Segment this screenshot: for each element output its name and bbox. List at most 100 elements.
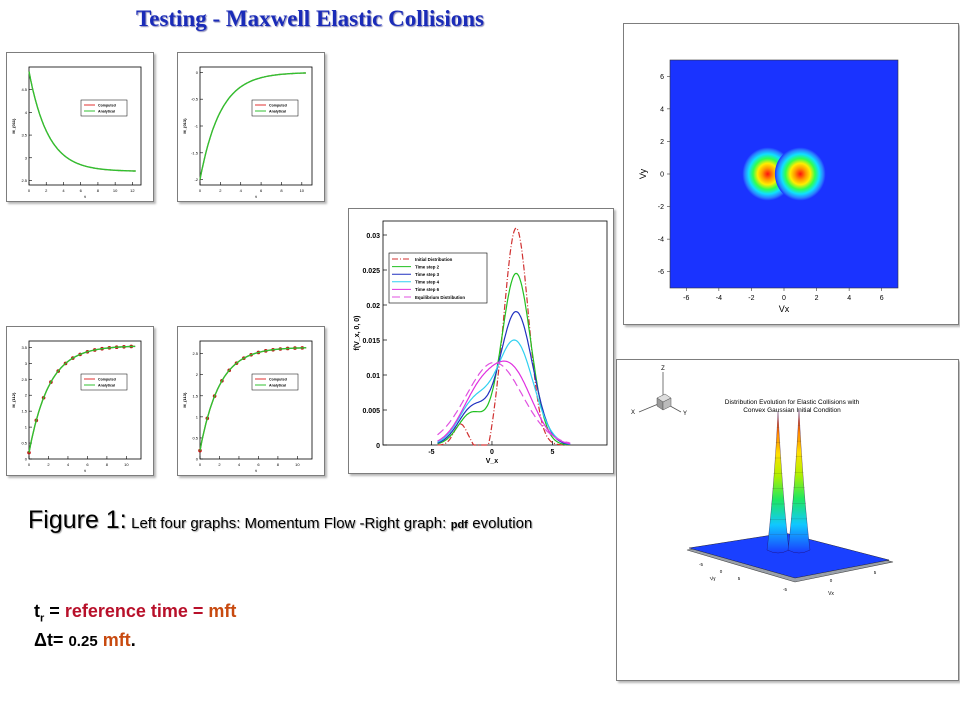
y-tick-label: 1.5	[192, 393, 198, 398]
y-tick-label: -4	[658, 237, 664, 244]
plot-frame	[28, 340, 142, 460]
contour-chart-svg: -6 -4 -2 0 2 4 6 -6 -4 -2 0 2 4 6 Vx Vy	[638, 59, 899, 314]
y-tick-label: 0	[196, 457, 199, 462]
x-tick-label: 6	[86, 462, 89, 467]
y-tick-label: 3	[25, 361, 28, 366]
eq-equals: =	[49, 601, 60, 621]
legend-label: Analytical	[98, 110, 115, 114]
y-tick-label: -2	[658, 204, 664, 211]
y-tick-label: 2.5	[192, 351, 198, 356]
legend-box	[80, 373, 128, 391]
x-tick-label: -6	[683, 295, 689, 302]
x-tick-label: 6	[257, 462, 260, 467]
x-tick-label: 0	[782, 295, 786, 302]
surface-floor	[688, 532, 890, 579]
y-tick-label: 2	[660, 139, 664, 146]
x-tick-label: 4	[240, 188, 243, 193]
y-tick-label: 6	[660, 74, 664, 81]
x-tick-label: 10	[295, 462, 300, 467]
y-tick-label: -1	[194, 124, 198, 129]
contour-chart: -6 -4 -2 0 2 4 6 -6 -4 -2 0 2 4 6 Vx Vy	[623, 23, 959, 325]
series-line-computed	[28, 345, 136, 453]
y-axis-label: M_{011}	[11, 118, 16, 134]
y-tick-label: 0.015	[362, 338, 380, 345]
legend-box	[251, 373, 299, 391]
momentum-chart-m112-svg: 0 2 4 6 8 10 0 0.5 1 1.5 2 2.5 3 3.5 t M_{112} Computed A…	[11, 340, 142, 473]
legend-label: Computed	[98, 104, 116, 108]
series-line-analytical	[28, 71, 136, 172]
x-axis-label: t	[84, 194, 86, 199]
y-tick-label: 1	[25, 425, 28, 430]
legend-label: Equilibrium Distribution	[415, 295, 465, 300]
x-tick-label: 4	[62, 188, 65, 193]
surface-chart: Distribution Evolution for Elastic Colli…	[616, 359, 959, 681]
y-tick-label: -2	[194, 177, 198, 182]
legend-label: Time step 3	[415, 272, 440, 277]
triad-label-y: Y	[683, 411, 687, 417]
y-tick-label: 4	[660, 106, 664, 113]
eq-t: t	[34, 601, 40, 621]
y-tick-label: 0.01	[366, 373, 380, 380]
caption-text-end: evolution	[472, 515, 533, 532]
x-tick-label: 0	[28, 188, 31, 193]
floor-tick-vx: -5	[783, 587, 787, 592]
x-tick-label: 4	[847, 295, 851, 302]
plot-frame	[199, 340, 313, 460]
momentum-chart-m013: 0 2 4 6 8 10 -2 -1.5 -1 -0.5 0 t M_{013} Computed Anal…	[177, 52, 325, 202]
pdf-evolution-chart-svg: 0 0.005 0.01 0.015 0.02 0.025 0.03 -5 0 5 V_x f(V_x…	[354, 220, 608, 465]
x-axis-label: Vx	[779, 304, 790, 314]
y-tick-label: 1.5	[21, 409, 27, 414]
x-tick-label: 8	[280, 188, 283, 193]
pdf-series-line	[437, 339, 571, 445]
x-tick-label: 2	[218, 462, 221, 467]
contour-peak	[774, 147, 826, 201]
y-tick-label: 0.5	[21, 441, 27, 446]
momentum-chart-m112: 0 2 4 6 8 10 0 0.5 1 1.5 2 2.5 3 3.5 t M_{112} Computed A…	[6, 326, 154, 476]
x-tick-label: 0	[199, 188, 202, 193]
x-tick-label: 0	[199, 462, 202, 467]
x-tick-label: 6	[260, 188, 263, 193]
series-line-computed	[199, 72, 306, 180]
surface-title-line2: Convex Gaussian Initial Condition	[743, 407, 841, 414]
legend-label: Analytical	[269, 384, 286, 388]
equation-timestep: Δt= 0.25 mft.	[34, 630, 136, 651]
momentum-chart-m011: 0 2 4 6 8 10 12 2.5 3 3.5 4 4.5 t M_{011} Computed Anal…	[6, 52, 154, 202]
series-line-computed	[28, 71, 136, 172]
eq-t-sub: r	[40, 612, 45, 625]
x-axis-label: t	[84, 468, 86, 473]
legend-label: Analytical	[98, 384, 115, 388]
y-tick-label: 2.5	[21, 377, 27, 382]
surface-peak-1	[766, 411, 790, 554]
series-line-analytical	[199, 72, 306, 180]
x-tick-label: 12	[130, 188, 135, 193]
plot-frame	[382, 220, 608, 446]
x-tick-label: 2	[45, 188, 48, 193]
floor-tick-vy: 0	[720, 569, 723, 574]
y-axis-label: M_{113}	[182, 392, 187, 408]
triad-label-x: X	[631, 410, 635, 416]
y-tick-label: 0	[196, 70, 199, 75]
y-axis-label: Vy	[638, 168, 648, 179]
legend-label: Time step 4	[415, 280, 440, 285]
floor-axis-label-vx: Vx	[828, 591, 834, 597]
eq-dt: Δt=	[34, 630, 64, 650]
x-tick-label: 8	[277, 462, 280, 467]
momentum-chart-m113-svg: 0 2 4 6 8 10 0 0.5 1 1.5 2 2.5 t M_{113} Computed Analy…	[182, 340, 313, 473]
x-tick-label: 2	[47, 462, 50, 467]
y-axis-label: f(V_x, 0, 0)	[354, 315, 361, 350]
eq-dt-dot: .	[130, 630, 136, 650]
x-tick-label: 2	[815, 295, 819, 302]
x-tick-label: 10	[113, 188, 118, 193]
page-title: Testing - Maxwell Elastic Collisions	[136, 6, 484, 31]
caption-pdf: pdf	[450, 519, 468, 531]
x-axis-label: t	[255, 468, 257, 473]
y-axis-label: M_{112}	[11, 392, 16, 408]
x-tick-label: -4	[716, 295, 722, 302]
x-tick-label: 2	[219, 188, 222, 193]
pdf-series-line	[437, 361, 571, 444]
legend-label: Analytical	[269, 110, 286, 114]
y-tick-label: 2	[25, 393, 28, 398]
y-tick-label: 0.02	[366, 303, 380, 310]
y-tick-label: 4.5	[21, 87, 27, 92]
momentum-chart-m011-svg: 0 2 4 6 8 10 12 2.5 3 3.5 4 4.5 t M_{011} Computed Anal…	[11, 66, 142, 199]
